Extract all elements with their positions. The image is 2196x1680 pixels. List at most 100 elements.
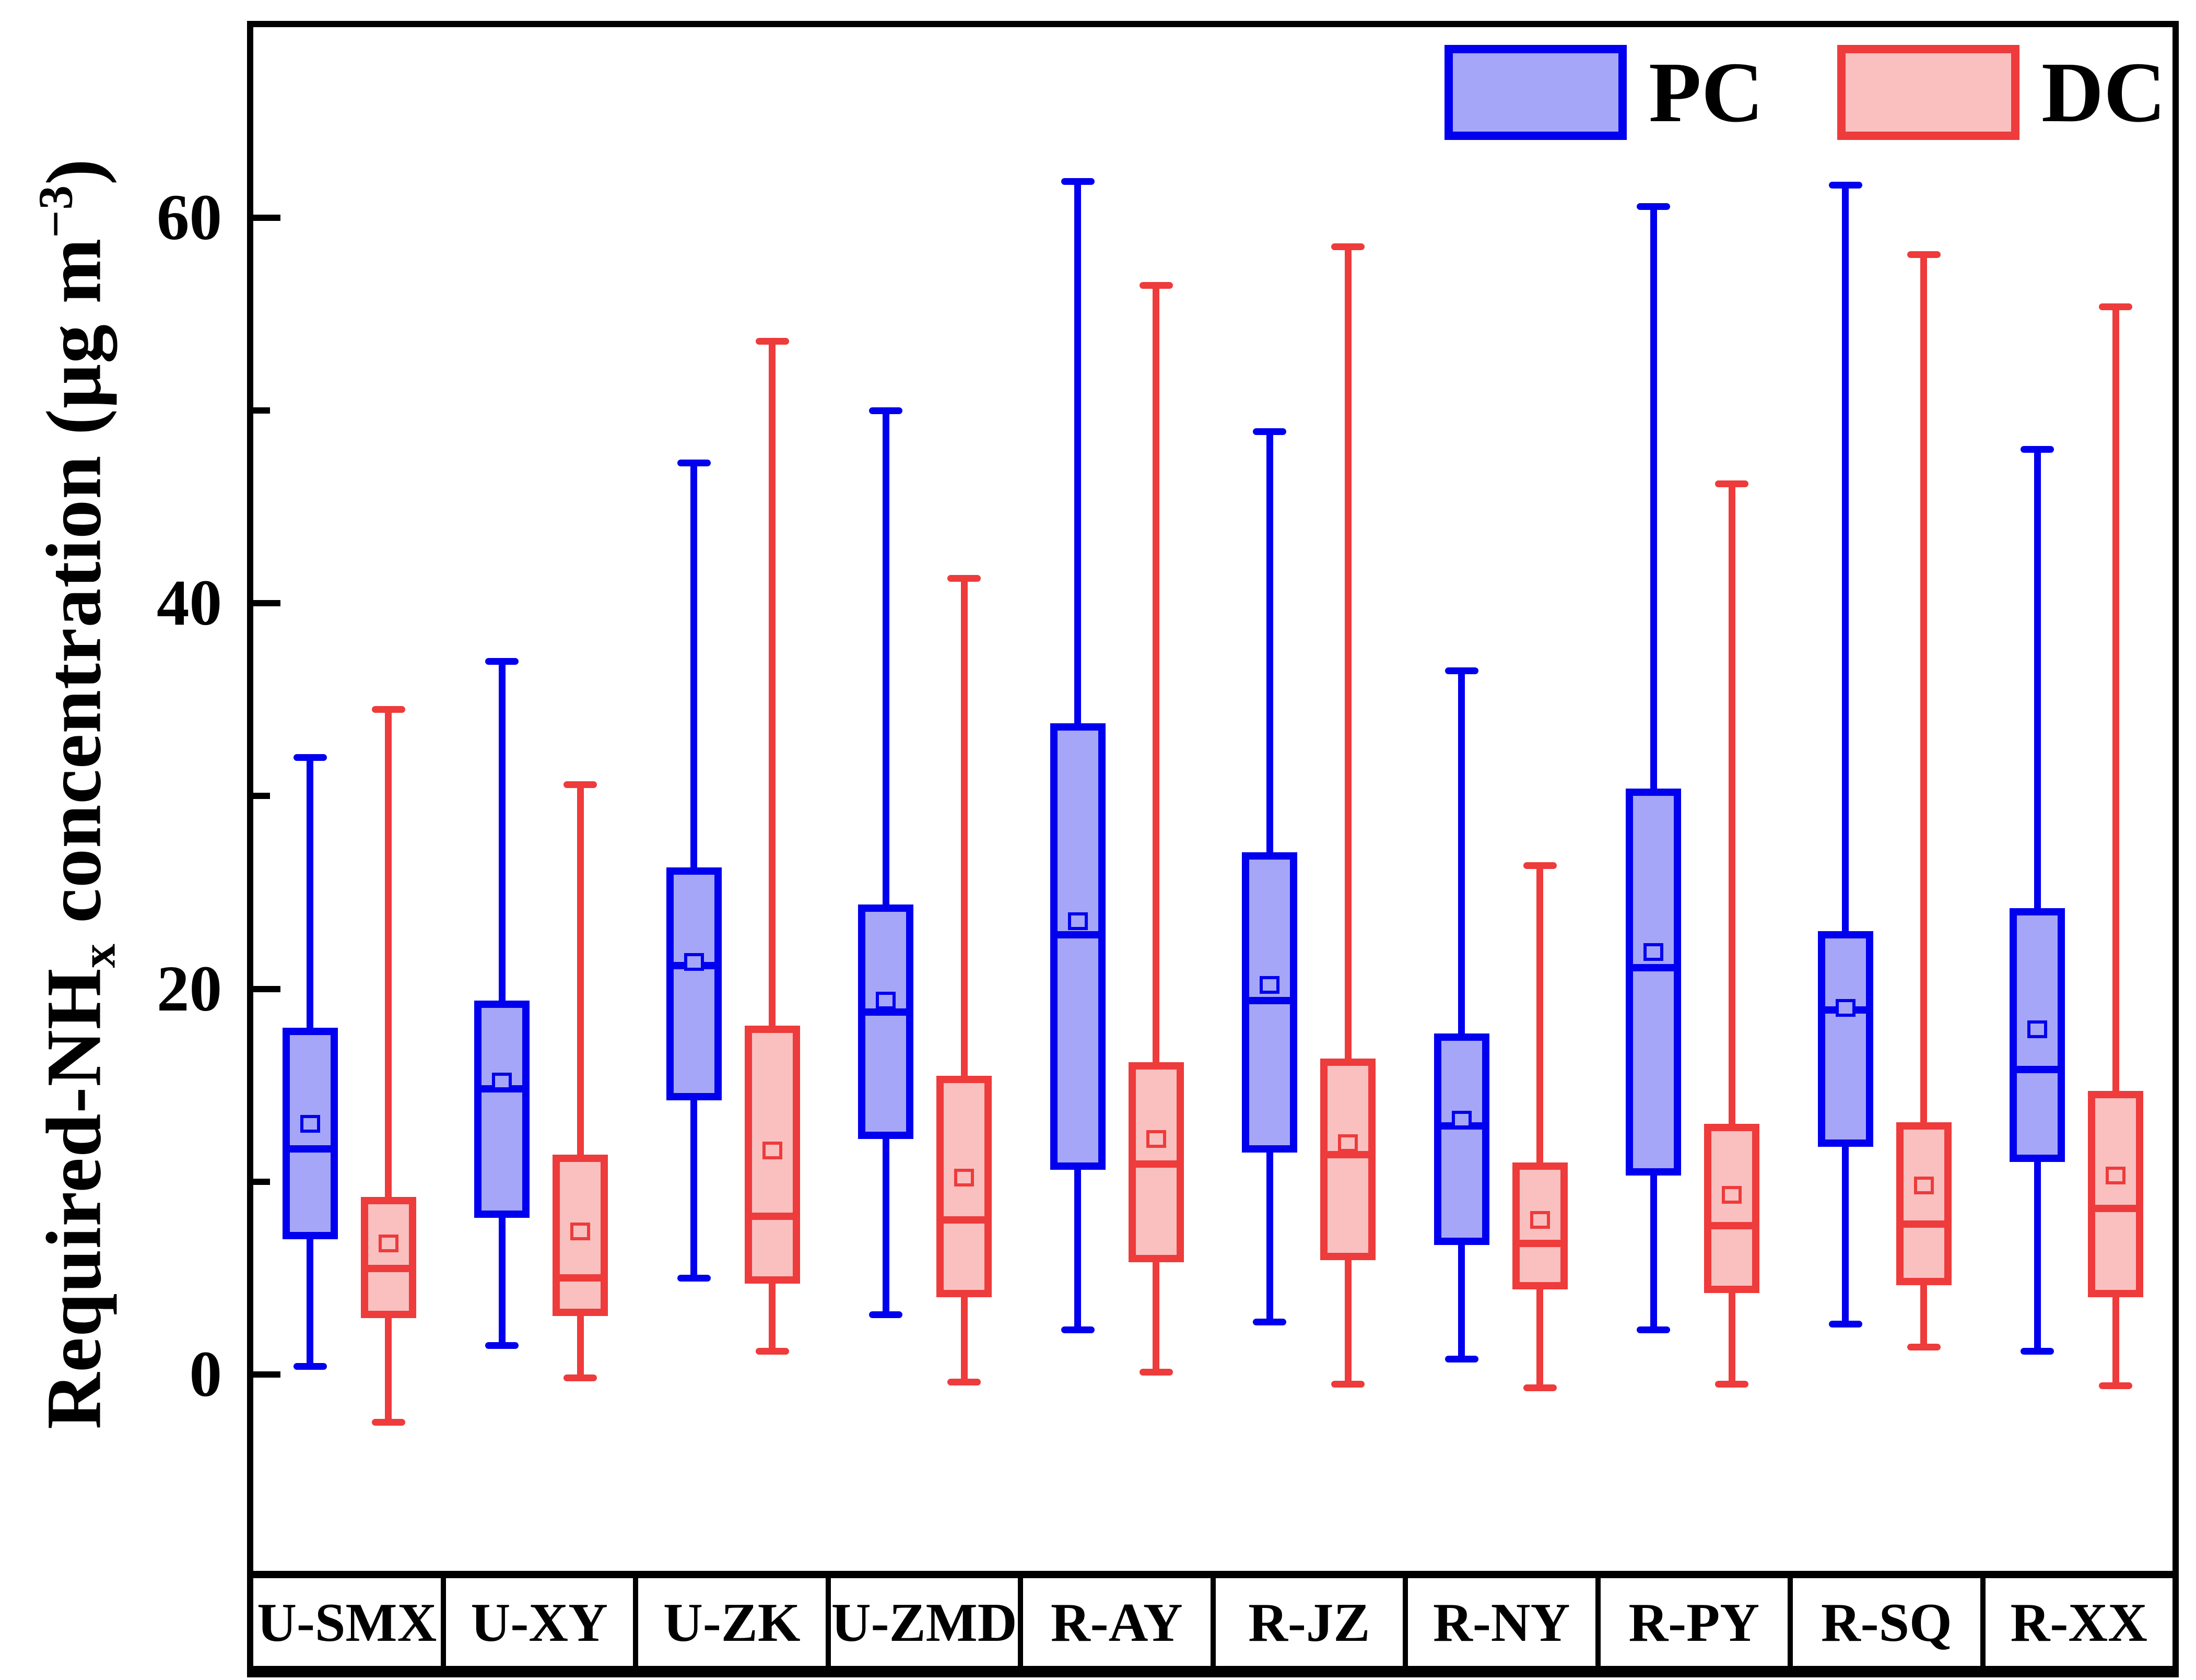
pc-lower-cap-U-SMX (293, 1363, 327, 1370)
pc-mean-marker-R-AY (1067, 912, 1088, 931)
legend-item-dc: DC (1837, 45, 2166, 140)
category-label-R-JZ: R-JZ (1216, 1578, 1408, 1666)
y-major-tick-0 (253, 1371, 280, 1378)
pc-legend-label: PC (1649, 44, 1764, 140)
dc-mean-marker-R-NY (1530, 1211, 1550, 1229)
x-axis-category-strip: U-SMX U-XY U-ZK U-ZMD R-AY R-JZ R-NY R-PY R-SQ R-… (247, 1571, 2179, 1677)
category-label-R-PY: R-PY (1601, 1578, 1793, 1666)
dc-lower-cap-R-SQ (1907, 1344, 1941, 1351)
plot-frame-right (2172, 21, 2179, 1578)
dc-box-R-XX (2088, 1091, 2144, 1297)
dc-lower-cap-R-XX (2099, 1382, 2133, 1390)
category-label-U-XY: U-XY (446, 1578, 638, 1666)
dc-legend-label: DC (2041, 44, 2166, 140)
pc-mean-marker-U-XY (492, 1072, 512, 1090)
pc-box-R-XX (2010, 908, 2065, 1162)
dc-mean-marker-R-AY (1146, 1130, 1166, 1148)
dc-mean-marker-U-XY (570, 1223, 591, 1241)
pc-box-U-XY (474, 1001, 530, 1218)
dc-box-R-SQ (1896, 1122, 1952, 1286)
pc-mean-marker-U-SMX (300, 1114, 320, 1133)
dc-box-U-ZMD (936, 1075, 992, 1297)
pc-legend-swatch (1445, 45, 1627, 140)
y-minor-tick-50 (253, 407, 270, 414)
y-tick-label-60: 60 (157, 182, 222, 254)
pc-median-U-ZMD (865, 1008, 907, 1016)
pc-median-R-JZ (1249, 996, 1290, 1004)
dc-upper-cap-R-JZ (1331, 243, 1365, 251)
pc-box-U-ZMD (858, 904, 914, 1139)
dc-box-R-PY (1704, 1124, 1760, 1294)
pc-upper-cap-U-SMX (293, 754, 327, 761)
dc-mean-marker-U-SMX (378, 1234, 398, 1252)
dc-lower-cap-U-SMX (371, 1419, 405, 1426)
dc-box-U-SMX (360, 1197, 416, 1319)
y-minor-tick-30 (253, 793, 270, 800)
dc-whisker-R-NY (1536, 865, 1544, 1388)
dc-median-U-ZK (751, 1212, 793, 1220)
pc-mean-marker-R-SQ (1835, 999, 1856, 1017)
pc-median-R-AY (1057, 931, 1098, 939)
category-label-R-NY: R-NY (1408, 1578, 1601, 1666)
pc-mean-marker-U-ZMD (876, 991, 896, 1009)
pc-lower-cap-R-NY (1445, 1355, 1478, 1362)
dc-mean-marker-R-XX (2106, 1167, 2126, 1185)
dc-lower-cap-U-ZK (755, 1347, 789, 1355)
dc-upper-cap-U-ZMD (947, 574, 981, 582)
dc-mean-marker-R-JZ (1338, 1134, 1358, 1152)
dc-upper-cap-R-XX (2099, 303, 2133, 310)
pc-upper-cap-U-ZMD (869, 407, 903, 414)
dc-lower-cap-R-AY (1139, 1369, 1173, 1376)
pc-upper-cap-R-AY (1061, 178, 1095, 185)
dc-median-R-XX (2095, 1205, 2136, 1213)
pc-lower-cap-U-XY (485, 1342, 519, 1349)
dc-median-R-AY (1135, 1160, 1177, 1168)
pc-box-R-AY (1050, 723, 1106, 1170)
y-major-tick-40 (253, 600, 280, 607)
pc-mean-marker-R-NY (1451, 1111, 1472, 1129)
dc-upper-cap-R-NY (1523, 862, 1557, 869)
dc-mean-marker-U-ZMD (954, 1169, 974, 1187)
pc-whisker-U-ZMD (882, 410, 889, 1315)
pc-upper-cap-R-SQ (1828, 182, 1862, 189)
category-label-U-ZK: U-ZK (638, 1578, 831, 1666)
dc-mean-marker-R-PY (1722, 1186, 1742, 1204)
pc-upper-cap-R-XX (2021, 445, 2054, 453)
y-major-tick-20 (253, 985, 280, 992)
pc-upper-cap-R-PY (1637, 203, 1671, 210)
pc-lower-cap-R-XX (2021, 1347, 2054, 1355)
dc-median-U-ZMD (944, 1216, 985, 1224)
pc-whisker-R-NY (1458, 671, 1465, 1359)
dc-median-R-SQ (1903, 1220, 1944, 1228)
dc-box-U-XY (553, 1155, 608, 1317)
pc-box-R-PY (1626, 789, 1682, 1176)
dc-upper-cap-U-SMX (371, 706, 405, 713)
category-label-R-SQ: R-SQ (1793, 1578, 1986, 1666)
y-tick-label-20: 20 (157, 953, 222, 1025)
dc-lower-cap-R-NY (1523, 1384, 1557, 1391)
y-axis-title-suffix: ) (30, 158, 118, 185)
y-axis-title: Required-NHx concentration (μg m−3) (28, 158, 127, 1429)
dc-median-U-XY (560, 1274, 601, 1282)
category-label-R-XX: R-XX (2010, 1591, 2147, 1653)
pc-lower-cap-R-SQ (1828, 1321, 1862, 1328)
dc-upper-cap-U-ZK (755, 338, 789, 345)
pc-whisker-R-XX (2034, 449, 2041, 1352)
pc-median-U-SMX (289, 1145, 331, 1153)
pc-median-R-XX (2017, 1066, 2058, 1074)
pc-lower-cap-R-AY (1061, 1326, 1095, 1334)
pc-upper-cap-R-NY (1445, 667, 1478, 675)
pc-box-U-SMX (282, 1027, 338, 1239)
pc-mean-marker-U-ZK (684, 953, 704, 971)
dc-whisker-R-SQ (1920, 254, 1928, 1347)
dc-mean-marker-U-ZK (762, 1142, 782, 1160)
category-label-R-AY: R-AY (1023, 1578, 1216, 1666)
dc-median-R-PY (1711, 1222, 1753, 1230)
dc-upper-cap-U-XY (563, 781, 597, 788)
pc-lower-cap-R-PY (1637, 1326, 1671, 1334)
dc-legend-swatch (1837, 45, 2019, 140)
dc-lower-cap-R-JZ (1331, 1380, 1365, 1388)
pc-lower-cap-U-ZMD (869, 1311, 903, 1318)
dc-upper-cap-R-SQ (1907, 251, 1941, 258)
